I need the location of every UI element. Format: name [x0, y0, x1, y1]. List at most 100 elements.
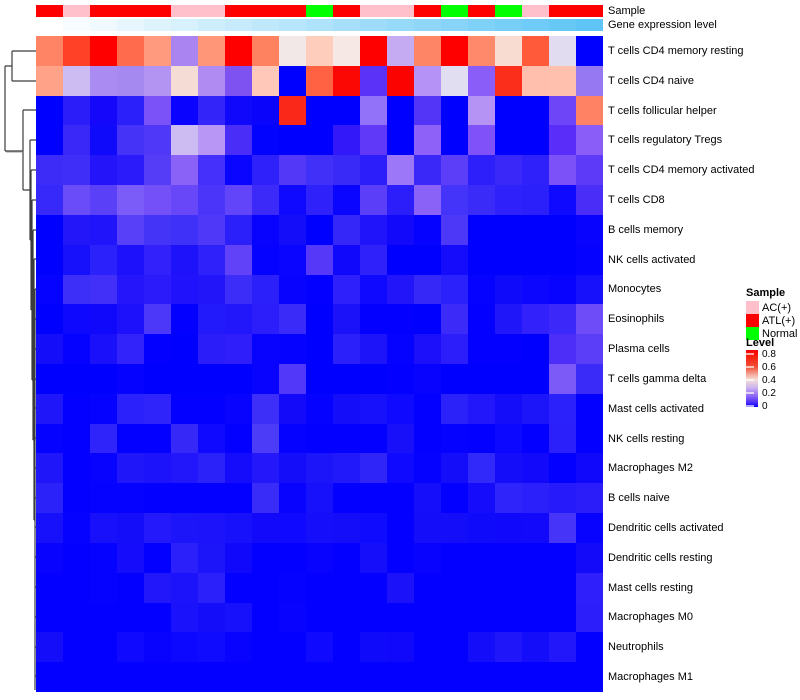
heatmap-cell [549, 244, 576, 276]
heatmap-cell [90, 393, 117, 425]
heatmap-cell [360, 364, 387, 395]
gene-expression-annotation-cell [576, 19, 603, 31]
heatmap-cell [387, 662, 414, 693]
heatmap-cell [495, 483, 522, 514]
sample-annotation-cell [171, 5, 198, 17]
heatmap-cell [333, 542, 360, 574]
heatmap-cell [144, 513, 171, 544]
heatmap-cell [117, 542, 144, 574]
row-label: Macrophages M0 [608, 611, 693, 624]
heatmap-cell [441, 602, 468, 633]
gene-expression-annotation-cell [90, 19, 117, 31]
heatmap-cell [495, 632, 522, 663]
heatmap-cell [360, 185, 387, 216]
heatmap-cell [495, 125, 522, 156]
heatmap-cell [441, 483, 468, 514]
heatmap-cell [414, 542, 441, 574]
heatmap-cell [360, 513, 387, 544]
heatmap-cell [495, 274, 522, 305]
heatmap-cell [144, 542, 171, 574]
heatmap-cell [252, 453, 279, 484]
heatmap-cell [279, 214, 306, 246]
heatmap-cell [198, 155, 225, 186]
heatmap-cell [279, 572, 306, 604]
heatmap-cell [252, 483, 279, 514]
row-label: Neutrophils [608, 641, 664, 654]
heatmap-cell [225, 572, 252, 604]
heatmap-cell [117, 214, 144, 246]
heatmap-cell [171, 244, 198, 276]
heatmap-cell [63, 36, 90, 67]
gene-expression-annotation-cell [225, 19, 252, 31]
heatmap-cell [549, 304, 576, 335]
heatmap-cell [333, 453, 360, 484]
heatmap-cell [495, 244, 522, 276]
heatmap-cell [522, 453, 549, 484]
heatmap-cell [387, 125, 414, 156]
heatmap-cell [117, 244, 144, 276]
heatmap-cell [549, 155, 576, 186]
heatmap-cell [198, 274, 225, 305]
heatmap-cell [144, 214, 171, 246]
heatmap-cell [333, 155, 360, 186]
row-label: Plasma cells [608, 343, 670, 356]
heatmap-cell [117, 364, 144, 395]
heatmap-cell [306, 334, 333, 365]
heatmap-cell [414, 364, 441, 395]
heatmap-cell [549, 334, 576, 365]
heatmap-cell [441, 36, 468, 67]
gene-expression-annotation-cell [36, 19, 63, 31]
heatmap-cell [171, 95, 198, 126]
heatmap-cell [90, 304, 117, 335]
heatmap-cell [36, 632, 63, 663]
heatmap-cell [90, 602, 117, 633]
heatmap-cell [495, 155, 522, 186]
heatmap-cell [36, 214, 63, 246]
heatmap-cell [252, 662, 279, 693]
heatmap-cell [252, 65, 279, 97]
heatmap-cell [63, 602, 90, 633]
heatmap-cell [468, 423, 495, 454]
heatmap-cell [117, 453, 144, 484]
heatmap-cell [198, 483, 225, 514]
gene-expression-annotation-cell [360, 19, 387, 31]
heatmap-cell [576, 244, 603, 276]
heatmap-cell [468, 602, 495, 633]
heatmap-cell [549, 185, 576, 216]
heatmap-cell [225, 214, 252, 246]
heatmap-cell [306, 632, 333, 663]
heatmap-cell [333, 602, 360, 633]
heatmap-cell [495, 185, 522, 216]
legend-level-tick-dash [746, 366, 754, 368]
heatmap-cell [387, 244, 414, 276]
heatmap-cell [198, 632, 225, 663]
heatmap-cell [252, 244, 279, 276]
heatmap-cell [252, 125, 279, 156]
gene-expression-annotation-cell [495, 19, 522, 31]
sample-annotation-cell [333, 5, 360, 17]
heatmap-cell [63, 423, 90, 454]
row-label: Mast cells resting [608, 581, 693, 594]
heatmap-cell [279, 662, 306, 693]
heatmap-cell [306, 155, 333, 186]
heatmap-cell [306, 244, 333, 276]
heatmap-cell [117, 36, 144, 67]
heatmap-cell [117, 483, 144, 514]
heatmap-cell [495, 513, 522, 544]
heatmap-cell [279, 155, 306, 186]
heatmap-cell [63, 364, 90, 395]
sample-annotation-cell [144, 5, 171, 17]
heatmap-cell [63, 334, 90, 365]
heatmap-cell [225, 125, 252, 156]
heatmap-cell [36, 65, 63, 97]
heatmap-cell [144, 483, 171, 514]
heatmap-cell [468, 483, 495, 514]
heatmap-cell [387, 453, 414, 484]
row-label: B cells memory [608, 223, 684, 236]
heatmap-cell [468, 36, 495, 67]
heatmap-cell [414, 602, 441, 633]
legend-level-tick-dash [746, 353, 754, 355]
row-label: B cells naive [608, 492, 670, 505]
heatmap-cell [144, 125, 171, 156]
heatmap-cell [252, 513, 279, 544]
